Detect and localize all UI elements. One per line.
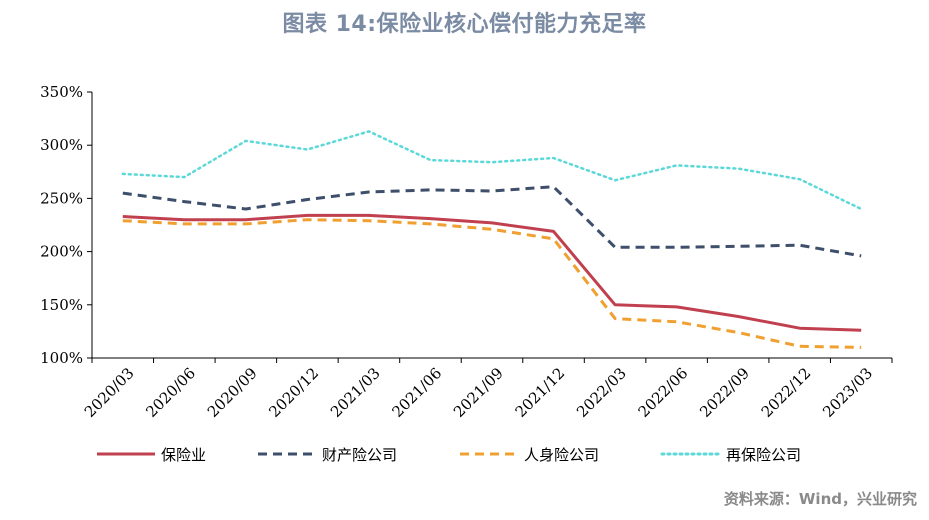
series-line-4 xyxy=(121,130,863,211)
x-tick-label: 2021/03 xyxy=(327,364,384,421)
source-note: 资料来源：Wind，兴业研究 xyxy=(723,490,917,508)
x-tick-label: 2020/12 xyxy=(265,364,322,421)
x-tick-label: 2023/03 xyxy=(819,364,876,421)
x-tick-label: 2020/03 xyxy=(81,364,138,421)
y-tick-label: 350% xyxy=(40,83,83,101)
series-line-1 xyxy=(122,213,862,332)
x-tick-label: 2021/09 xyxy=(450,364,507,421)
x-tick-label: 2021/06 xyxy=(388,364,445,421)
x-tick-label: 2022/09 xyxy=(696,364,753,421)
legend-label-3: 人身险公司 xyxy=(524,446,599,464)
series-line-2 xyxy=(122,185,862,258)
chart-title: 图表 14:保险业核心偿付能力充足率 xyxy=(282,12,647,37)
x-tick-label: 2020/09 xyxy=(204,364,261,421)
x-tick-label: 2020/06 xyxy=(142,364,199,421)
y-tick-label: 300% xyxy=(40,136,83,154)
y-tick-label: 100% xyxy=(40,349,83,367)
legend-label-4: 再保险公司 xyxy=(726,446,801,464)
y-tick-label: 150% xyxy=(40,296,83,314)
legend-label-2: 财产险公司 xyxy=(322,446,397,464)
y-tick-label: 250% xyxy=(40,189,83,207)
x-tick-label: 2022/06 xyxy=(635,364,692,421)
series-line-3 xyxy=(122,218,862,349)
x-tick-label: 2022/12 xyxy=(758,364,815,421)
y-tick-label: 200% xyxy=(40,243,83,261)
legend-label-1: 保险业 xyxy=(161,446,206,464)
x-tick-label: 2022/03 xyxy=(573,364,630,421)
x-tick-label: 2021/12 xyxy=(512,364,569,421)
